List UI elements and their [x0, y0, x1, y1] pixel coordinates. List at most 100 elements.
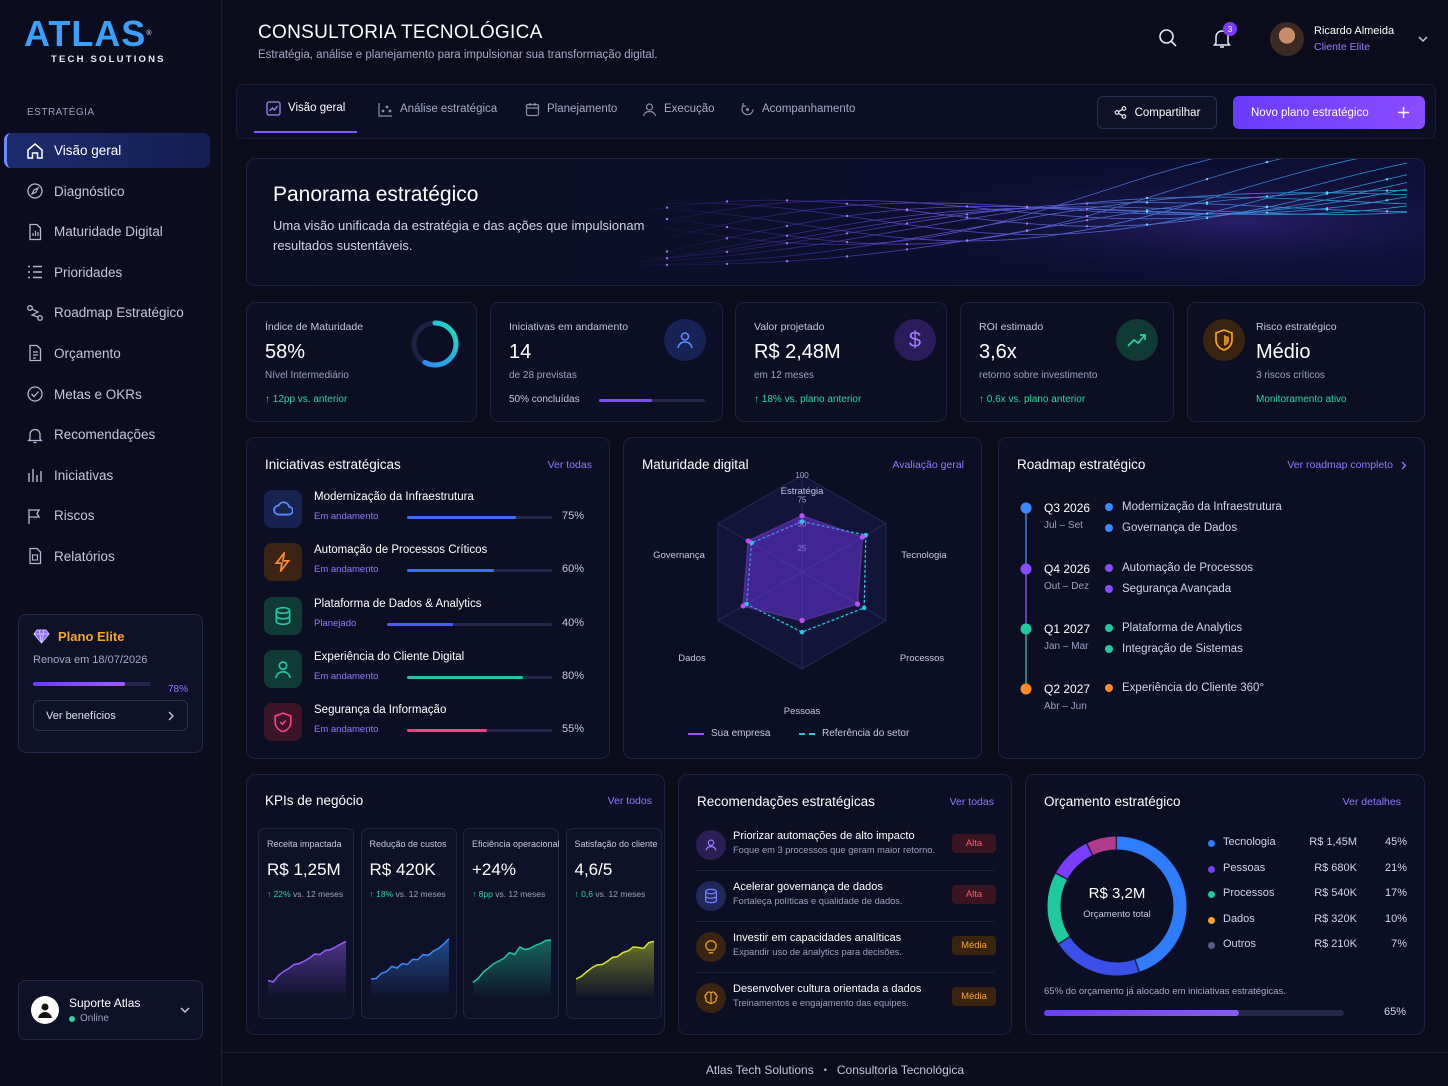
roadmap-item[interactable]: Governança de Dados [1105, 522, 1237, 534]
sidebar-item-check-circle[interactable]: Metas e OKRs [4, 377, 210, 412]
tab-strategic-analysis[interactable]: Análise estratégica [378, 85, 497, 133]
business-kpi-tile[interactable]: Satisfação do cliente 4,6/5 ↑ 0,6 vs. 12 m… [565, 828, 662, 1019]
roadmap-item[interactable]: Segurança Avançada [1105, 583, 1231, 595]
sidebar-item-bell[interactable]: Recomendações [4, 417, 210, 452]
roadmap-item[interactable]: Integração de Sistemas [1105, 643, 1243, 655]
kpi-card-initiatives[interactable]: Iniciativas em andamento 14 de 28 previs… [490, 302, 723, 422]
sidebar-item-home[interactable]: Visão geral [4, 133, 210, 168]
avatar [1270, 22, 1304, 56]
initiative-row[interactable]: Plataforma de Dados & Analytics Planejado… [264, 595, 584, 639]
recommendation-item[interactable]: Investir em capacidades analíticas Expand… [696, 929, 996, 975]
sidebar-item-label: Orçamento [54, 345, 121, 361]
roadmap-item[interactable]: Experiência do Cliente 360° [1105, 682, 1264, 694]
shield-badge [1203, 319, 1245, 361]
chevron-down-icon[interactable] [180, 1006, 190, 1014]
initiative-row[interactable]: Modernização da Infraestrutura Em andamen… [264, 488, 584, 532]
radar-point-reference [799, 519, 805, 524]
sidebar-item-bar-chart[interactable]: Iniciativas [4, 458, 210, 493]
view-all-link[interactable]: Ver todas [547, 459, 592, 471]
initiative-row[interactable]: Experiência do Cliente Digital Em andamen… [264, 648, 584, 692]
kpi-label: Iniciativas em andamento [509, 321, 629, 333]
kpi-card-value[interactable]: Valor projetado R$ 2,48M em 12 meses ↑ 1… [735, 302, 947, 422]
tab-label: Planejamento [547, 103, 618, 115]
sidebar-item-report[interactable]: Relatórios [4, 539, 210, 574]
budget-category: Tecnologia [1223, 836, 1276, 848]
recommendation-desc: Foque em 3 processos que geram maior ret… [733, 845, 936, 855]
business-kpi-sparkline [267, 940, 347, 999]
roadmap-item[interactable]: Modernização da Infraestrutura [1105, 501, 1282, 513]
sidebar-item-label: Visão geral [54, 143, 122, 158]
new-plan-button[interactable]: Novo plano estratégico [1233, 96, 1425, 129]
radar-axis-label: Tecnologia [901, 550, 947, 561]
roadmap-item[interactable]: Plataforma de Analytics [1105, 622, 1242, 634]
roadmap-item-label: Integração de Sistemas [1122, 643, 1243, 655]
kpi-card-risk[interactable]: Risco estratégico Médio 3 riscos crítico… [1187, 302, 1425, 422]
maturity-radar-chart: 100 75 50 25 [717, 471, 887, 670]
sidebar-item-label: Roadmap Estratégico [54, 305, 184, 321]
recommendation-item[interactable]: Acelerar governança de dados Fortaleça po… [696, 878, 996, 924]
budget-row[interactable]: Dados R$ 320K 10% [1207, 913, 1407, 929]
roadmap-item-dot [1105, 645, 1113, 653]
tab-overview[interactable]: Visão geral [254, 85, 358, 133]
roadmap-item-label: Experiência do Cliente 360° [1122, 682, 1265, 694]
initiative-row[interactable]: Segurança da Informação Em andamento 55% [264, 701, 584, 745]
roadmap-range: Abr – Jun [1044, 701, 1087, 712]
initiative-row[interactable]: Automação de Processos Críticos Em andame… [264, 541, 584, 585]
kpi-label: Índice de Maturidade [265, 321, 364, 333]
tab-tracking[interactable]: Acompanhamento [740, 85, 855, 133]
kpi-note: de 28 previstas [509, 370, 577, 381]
business-kpi-tile[interactable]: Receita impactada R$ 1,25M ↑ 22% vs. 12 me… [258, 828, 354, 1019]
view-benefits-button[interactable]: Ver benefícios [33, 700, 188, 731]
sidebar-item-route[interactable]: Roadmap Estratégico [4, 295, 210, 330]
kpi-card-roi[interactable]: ROI estimado 3,6x retorno sobre investim… [960, 302, 1174, 422]
budget-row[interactable]: Pessoas R$ 680K 21% [1207, 862, 1407, 878]
budget-pct: 21% [1384, 861, 1407, 874]
trend-up-icon [1127, 334, 1146, 347]
diamond-icon [33, 629, 50, 644]
business-kpi-tile[interactable]: Redução de custos R$ 420K ↑ 18% vs. 12 mes… [360, 828, 457, 1019]
business-kpi-value: R$ 420K [369, 860, 436, 879]
roadmap-item[interactable]: Automação de Processos [1105, 562, 1253, 574]
radar-axis [717, 523, 803, 573]
view-details-link[interactable]: Ver detalhes [1342, 796, 1401, 808]
kpi-delta-text: 18% vs. plano anterior [761, 394, 862, 405]
sidebar-item-list[interactable]: Prioridades [4, 255, 210, 290]
recommendation-item[interactable]: Desenvolver cultura orientada a dados Tre… [696, 980, 996, 1026]
users-icon [705, 839, 717, 851]
roadmap-node [1020, 502, 1032, 514]
overall-evaluation-link[interactable]: Avaliação geral [892, 459, 964, 471]
business-kpi-tile[interactable]: Eficiência operacional +24% ↑ 8pp vs. 12 m… [463, 828, 560, 1019]
legend-label: Referência do setor [822, 728, 910, 739]
view-all-link[interactable]: Ver todas [949, 796, 994, 808]
view-all-link[interactable]: Ver todos [607, 795, 652, 807]
full-roadmap-link[interactable]: Ver roadmap completo [1287, 459, 1407, 471]
sidebar-item-compass[interactable]: Diagnóstico [4, 174, 210, 209]
bar-chart-icon [28, 469, 42, 483]
budget-row[interactable]: Outros R$ 210K 7% [1207, 938, 1407, 954]
radar-point-company [854, 601, 861, 607]
roadmap-range: Jul – Set [1044, 520, 1083, 531]
sidebar-item-flag[interactable]: Riscos [4, 498, 210, 533]
kpi-card-maturity[interactable]: Índice de Maturidade 58% Nível Intermedi… [246, 302, 477, 422]
initiative-progress-bar [387, 622, 552, 626]
search-icon[interactable] [1158, 28, 1178, 48]
budget-row[interactable]: Tecnologia R$ 1,45M 45% [1207, 836, 1407, 852]
kpi-delta-text: 12pp vs. anterior [272, 394, 348, 405]
sidebar-item-document-chart[interactable]: Maturidade Digital [4, 214, 210, 249]
support-widget[interactable]: Suporte Atlas Online [18, 980, 203, 1040]
full-roadmap-label: Ver roadmap completo [1287, 459, 1393, 471]
sidebar-item-document[interactable]: Orçamento [4, 336, 210, 371]
tab-execution[interactable]: Execução [642, 85, 715, 133]
share-button[interactable]: Compartilhar [1097, 96, 1217, 129]
recommendation-icon [696, 983, 726, 1013]
logo[interactable]: ATLAS® TECH SOLUTIONS [24, 14, 166, 66]
plan-name: Plano Elite [58, 629, 125, 644]
sidebar-nav: Visão geral Diagnóstico Maturidade Digital… [4, 133, 210, 580]
cloud-icon [273, 501, 293, 516]
budget-row[interactable]: Processos R$ 540K 17% [1207, 887, 1407, 903]
tab-planning[interactable]: Planejamento [525, 85, 617, 133]
user-menu[interactable]: Ricardo Almeida Cliente Elite [1270, 22, 1428, 56]
recommendation-item[interactable]: Priorizar automações de alto impacto Foqu… [696, 827, 996, 873]
chevron-down-icon [1418, 35, 1428, 42]
business-kpi-sparkline [472, 939, 552, 999]
